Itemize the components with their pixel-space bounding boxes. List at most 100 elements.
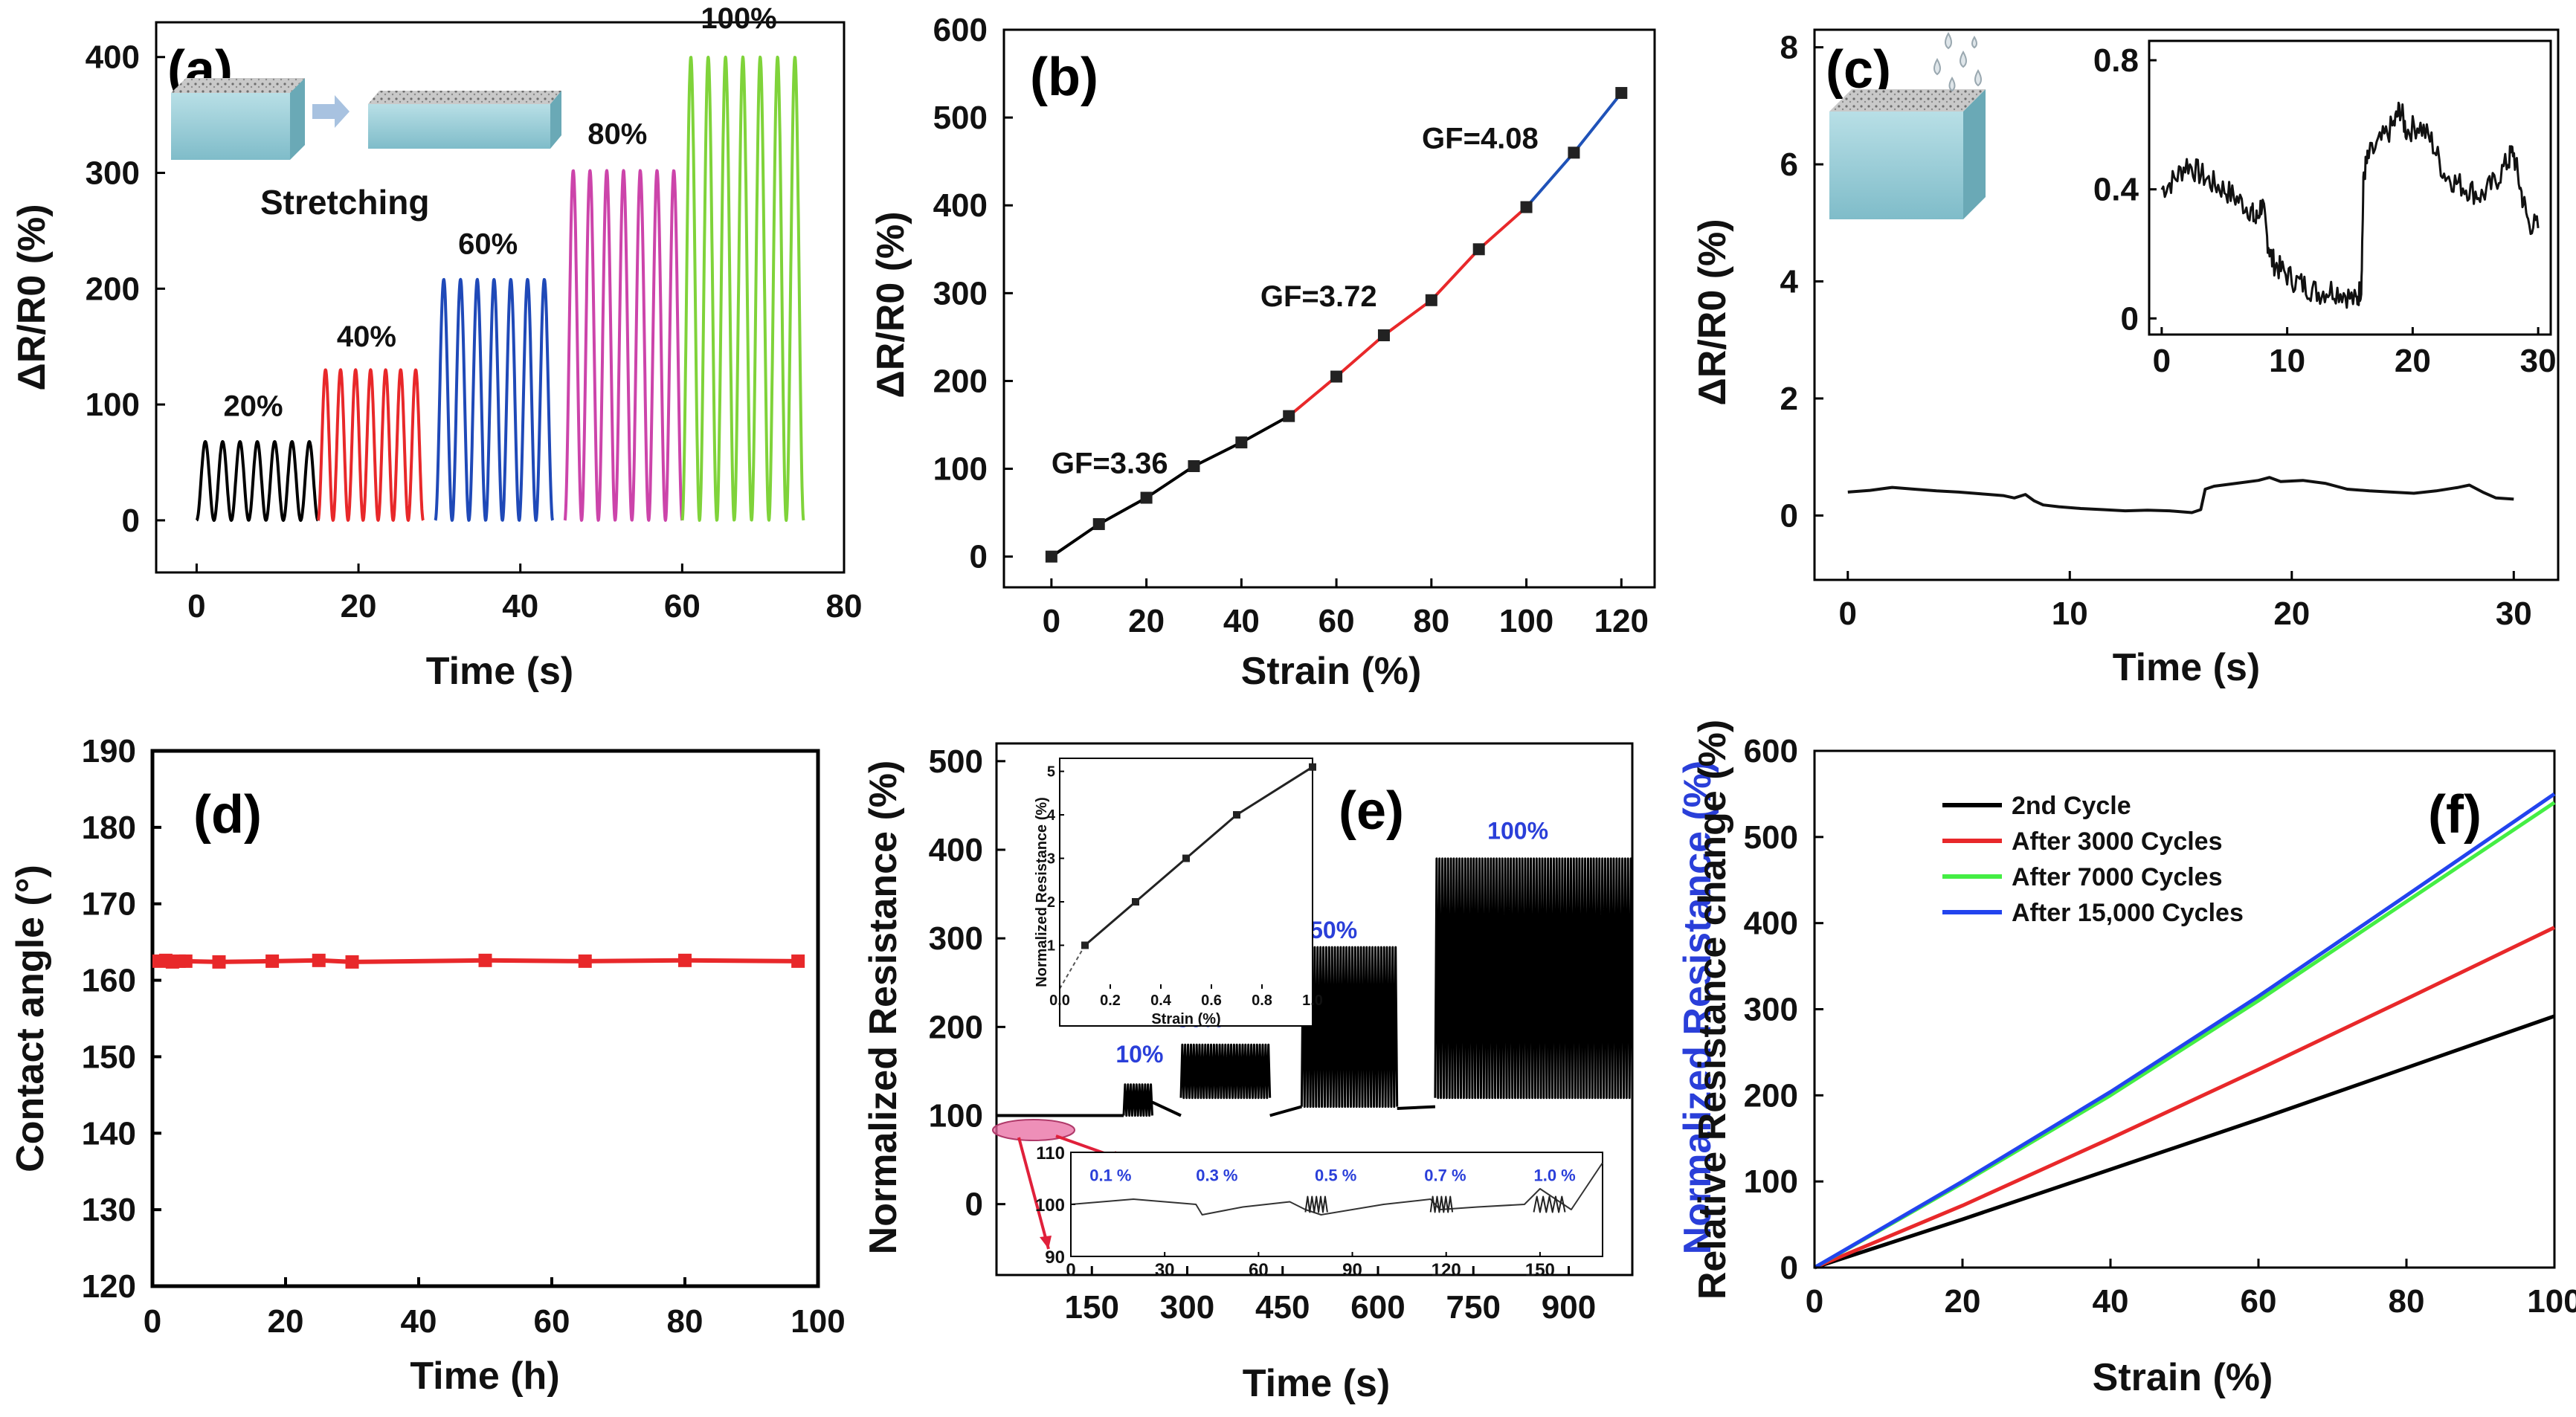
series-label: 100% xyxy=(701,2,776,35)
panel-e-inset-top-frame xyxy=(1059,758,1313,1027)
relaxation-trace xyxy=(1269,1105,1302,1117)
x-tick-label: 0 xyxy=(1806,1283,1823,1320)
y-tick-label: 0 xyxy=(1780,1250,1798,1286)
series-40% xyxy=(316,368,425,522)
x-tick-label: 20 xyxy=(1945,1283,1981,1320)
data-point xyxy=(1283,410,1295,422)
panel-f-ylabel: Relative Resistance change (%) xyxy=(1691,720,1734,1300)
panel-e-xlabel: Time (s) xyxy=(1243,1362,1390,1405)
inset-x-tick-label: 60 xyxy=(1249,1260,1269,1280)
inset-x-tick-label: 0.2 xyxy=(1100,992,1121,1009)
panel-b-frame xyxy=(1002,28,1656,589)
x-tick-label: 150 xyxy=(1065,1289,1119,1326)
zoom-arrowhead-down xyxy=(1040,1236,1052,1249)
inset-bottom-cycles xyxy=(1533,1195,1566,1213)
cyclic-block-100% xyxy=(1434,857,1634,1100)
x-tick-label: 40 xyxy=(1223,603,1260,639)
inset-x-tick-label: 0 xyxy=(2153,343,2171,379)
x-tick-label: 100 xyxy=(790,1303,845,1340)
panel-a-xlabel: Time (s) xyxy=(426,650,573,693)
data-point xyxy=(1425,294,1437,306)
x-tick-label: 100 xyxy=(1499,603,1553,639)
inset-x-tick-label: 0.4 xyxy=(1150,992,1172,1009)
relaxation-trace xyxy=(1397,1105,1435,1110)
y-tick-label: 100 xyxy=(1744,1163,1798,1200)
panel-d-frame xyxy=(150,749,820,1288)
cyclic-block-10% xyxy=(1122,1083,1153,1117)
inset-y-tick-label: 3 xyxy=(1047,851,1055,868)
y-tick-label: 170 xyxy=(82,886,136,923)
gauge-factor-label: GF=4.08 xyxy=(1422,122,1539,155)
zoom-arrow-down xyxy=(1017,1137,1050,1250)
inset-y-tick-label: 0.8 xyxy=(2093,42,2139,79)
y-tick-label: 200 xyxy=(929,1009,983,1045)
inset-top-xlabel: Strain (%) xyxy=(1151,1011,1220,1027)
gauge-factor-label: GF=3.72 xyxy=(1260,280,1377,313)
data-point xyxy=(345,955,359,969)
y-tick-label: 180 xyxy=(82,810,136,846)
y-tick-label: 120 xyxy=(82,1268,136,1305)
sample-top-2 xyxy=(368,91,561,104)
inset-resistance-trace xyxy=(2160,101,2540,309)
panel-b-xlabel: Strain (%) xyxy=(1241,650,1422,693)
x-tick-label: 20 xyxy=(1128,603,1165,639)
y-tick-label: 190 xyxy=(82,733,136,769)
data-point xyxy=(678,953,692,967)
stretching-illustration xyxy=(171,78,561,160)
data-point xyxy=(1568,146,1580,159)
y-tick-label: 200 xyxy=(86,271,140,307)
x-tick-label: 0 xyxy=(1043,603,1060,639)
data-point xyxy=(1235,436,1248,449)
inset-y-tick-label: 0.4 xyxy=(2093,172,2139,208)
y-tick-label: 150 xyxy=(82,1039,136,1075)
sample-side-3 xyxy=(1963,89,1986,219)
legend-label: After 15,000 Cycles xyxy=(2012,899,2244,927)
legend-label: After 7000 Cycles xyxy=(2012,863,2223,891)
series-label: 40% xyxy=(337,320,396,353)
inset-extrapolation xyxy=(1059,945,1086,990)
y-tick-label: 400 xyxy=(1744,906,1798,942)
data-point xyxy=(478,953,492,967)
panel-c-xlabel: Time (s) xyxy=(2113,646,2260,689)
data-point xyxy=(1188,460,1200,473)
inset-y-tick-label: 2 xyxy=(1047,894,1055,911)
panel-e-ylabel-right: Normalized Resistance (%) xyxy=(1676,761,1719,1255)
panel-a-ylabel: ΔR/R0 (%) xyxy=(10,204,54,390)
x-tick-label: 10 xyxy=(2052,595,2088,632)
y-tick-label: 300 xyxy=(929,920,983,957)
y-tick-label: 600 xyxy=(933,12,988,48)
x-tick-label: 40 xyxy=(2093,1283,2129,1320)
inset-y-tick-label: 110 xyxy=(1036,1143,1065,1163)
x-tick-label: 60 xyxy=(1318,603,1355,639)
y-tick-label: 300 xyxy=(933,275,988,312)
x-tick-label: 60 xyxy=(664,588,701,624)
inset-y-tick-label: 4 xyxy=(1047,807,1056,824)
data-point xyxy=(1330,370,1343,383)
resistance-trace xyxy=(1847,476,2514,514)
x-tick-label: 0 xyxy=(187,588,205,624)
series-label: 80% xyxy=(587,118,647,151)
strain-level-label: 10% xyxy=(1115,1041,1163,1068)
inset-x-tick-label: 0.8 xyxy=(1252,992,1272,1009)
panel-b-ylabel: ΔR/R0 (%) xyxy=(869,211,912,398)
sample-side-1 xyxy=(290,78,305,160)
data-point xyxy=(312,953,326,967)
inset-x-tick-label: 20 xyxy=(2395,343,2431,379)
y-tick-label: 400 xyxy=(933,187,988,224)
gauge-factor-label: GF=3.36 xyxy=(1052,447,1168,480)
y-tick-label: 100 xyxy=(86,387,140,423)
x-tick-label: 80 xyxy=(1413,603,1449,639)
x-tick-label: 100 xyxy=(2527,1283,2576,1320)
y-tick-label: 4 xyxy=(1780,264,1799,300)
y-tick-label: 500 xyxy=(1744,819,1798,856)
inset-x-tick-label: 1.0 xyxy=(1302,992,1323,1009)
relaxation-trace xyxy=(1151,1100,1182,1117)
sample-body-3 xyxy=(1829,112,1963,219)
x-tick-label: 60 xyxy=(2241,1283,2277,1320)
inset-y-tick-label: 1 xyxy=(1047,938,1055,955)
x-tick-label: 0 xyxy=(144,1303,161,1340)
x-tick-label: 80 xyxy=(667,1303,703,1340)
inset-x-tick-label: 10 xyxy=(2269,343,2305,379)
strain-level-label: 50% xyxy=(1310,917,1357,943)
